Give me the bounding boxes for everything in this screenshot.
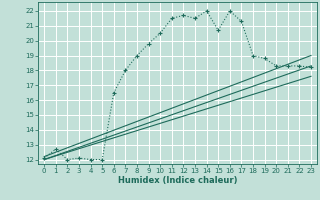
X-axis label: Humidex (Indice chaleur): Humidex (Indice chaleur) bbox=[118, 176, 237, 185]
